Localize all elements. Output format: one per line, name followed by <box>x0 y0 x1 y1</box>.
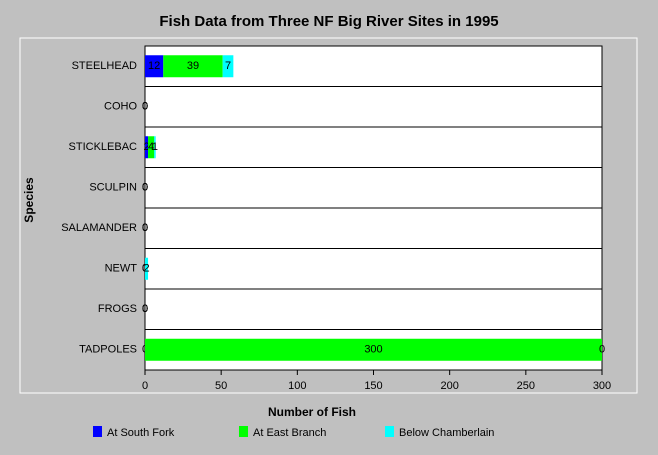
bar-segment <box>222 55 234 78</box>
legend-label: Below Chamberlain <box>399 427 494 439</box>
value-label: 12 <box>148 60 160 72</box>
y-tick-label: STICKLEBAC <box>69 141 138 153</box>
y-tick-label: TADPOLES <box>79 344 137 356</box>
value-label: 0 <box>142 303 148 315</box>
bar-segment <box>148 136 155 159</box>
value-label: 0 <box>142 101 148 113</box>
legend-label: At East Branch <box>253 427 326 439</box>
legend-swatch <box>93 426 102 437</box>
legend-swatch <box>239 426 248 437</box>
value-label: 1 <box>152 141 158 153</box>
y-tick-label: FROGS <box>98 303 137 315</box>
bar-segment <box>163 55 223 78</box>
y-axis-label: Species <box>22 177 36 223</box>
value-label: 2 <box>143 141 149 153</box>
legend-swatch <box>385 426 394 437</box>
value-label: 0 <box>142 222 148 234</box>
x-tick-label: 150 <box>364 380 382 392</box>
x-tick-label: 250 <box>517 380 535 392</box>
value-label: 0 <box>142 222 148 234</box>
value-label: 0 <box>142 303 148 315</box>
value-label: 0 <box>142 182 148 194</box>
bar-segment <box>145 338 602 361</box>
x-axis-label: Number of Fish <box>268 405 356 419</box>
x-tick-label: 100 <box>288 380 306 392</box>
value-label: 0 <box>142 182 148 194</box>
frame <box>19 37 638 394</box>
bar-segment <box>145 136 149 159</box>
value-label: 0 <box>142 222 148 234</box>
x-tick-label: 300 <box>593 380 611 392</box>
y-tick-label: SALAMANDER <box>61 222 137 234</box>
value-label: 300 <box>364 344 382 356</box>
y-tick-label: STEELHEAD <box>72 60 137 72</box>
value-label: 0 <box>599 344 605 356</box>
y-tick-label: COHO <box>104 101 137 113</box>
value-label: 0 <box>142 101 148 113</box>
chart-title: Fish Data from Three NF Big River Sites … <box>159 13 498 30</box>
value-label: 0 <box>142 303 148 315</box>
bar-segment <box>145 55 164 78</box>
value-label: 7 <box>225 60 231 72</box>
x-tick-label: 200 <box>440 380 458 392</box>
bar-segment <box>145 257 149 280</box>
x-tick-label: 0 <box>142 380 148 392</box>
y-tick-label: SCULPIN <box>89 182 137 194</box>
value-label: 2 <box>143 263 149 275</box>
value-label: 39 <box>187 60 199 72</box>
value-label: 4 <box>148 141 154 153</box>
bar-segment <box>154 136 156 159</box>
legend-label: At South Fork <box>107 427 175 439</box>
value-label: 0 <box>142 182 148 194</box>
y-tick-label: NEWT <box>105 263 138 275</box>
x-tick-label: 50 <box>215 380 227 392</box>
value-label: 0 <box>142 101 148 113</box>
